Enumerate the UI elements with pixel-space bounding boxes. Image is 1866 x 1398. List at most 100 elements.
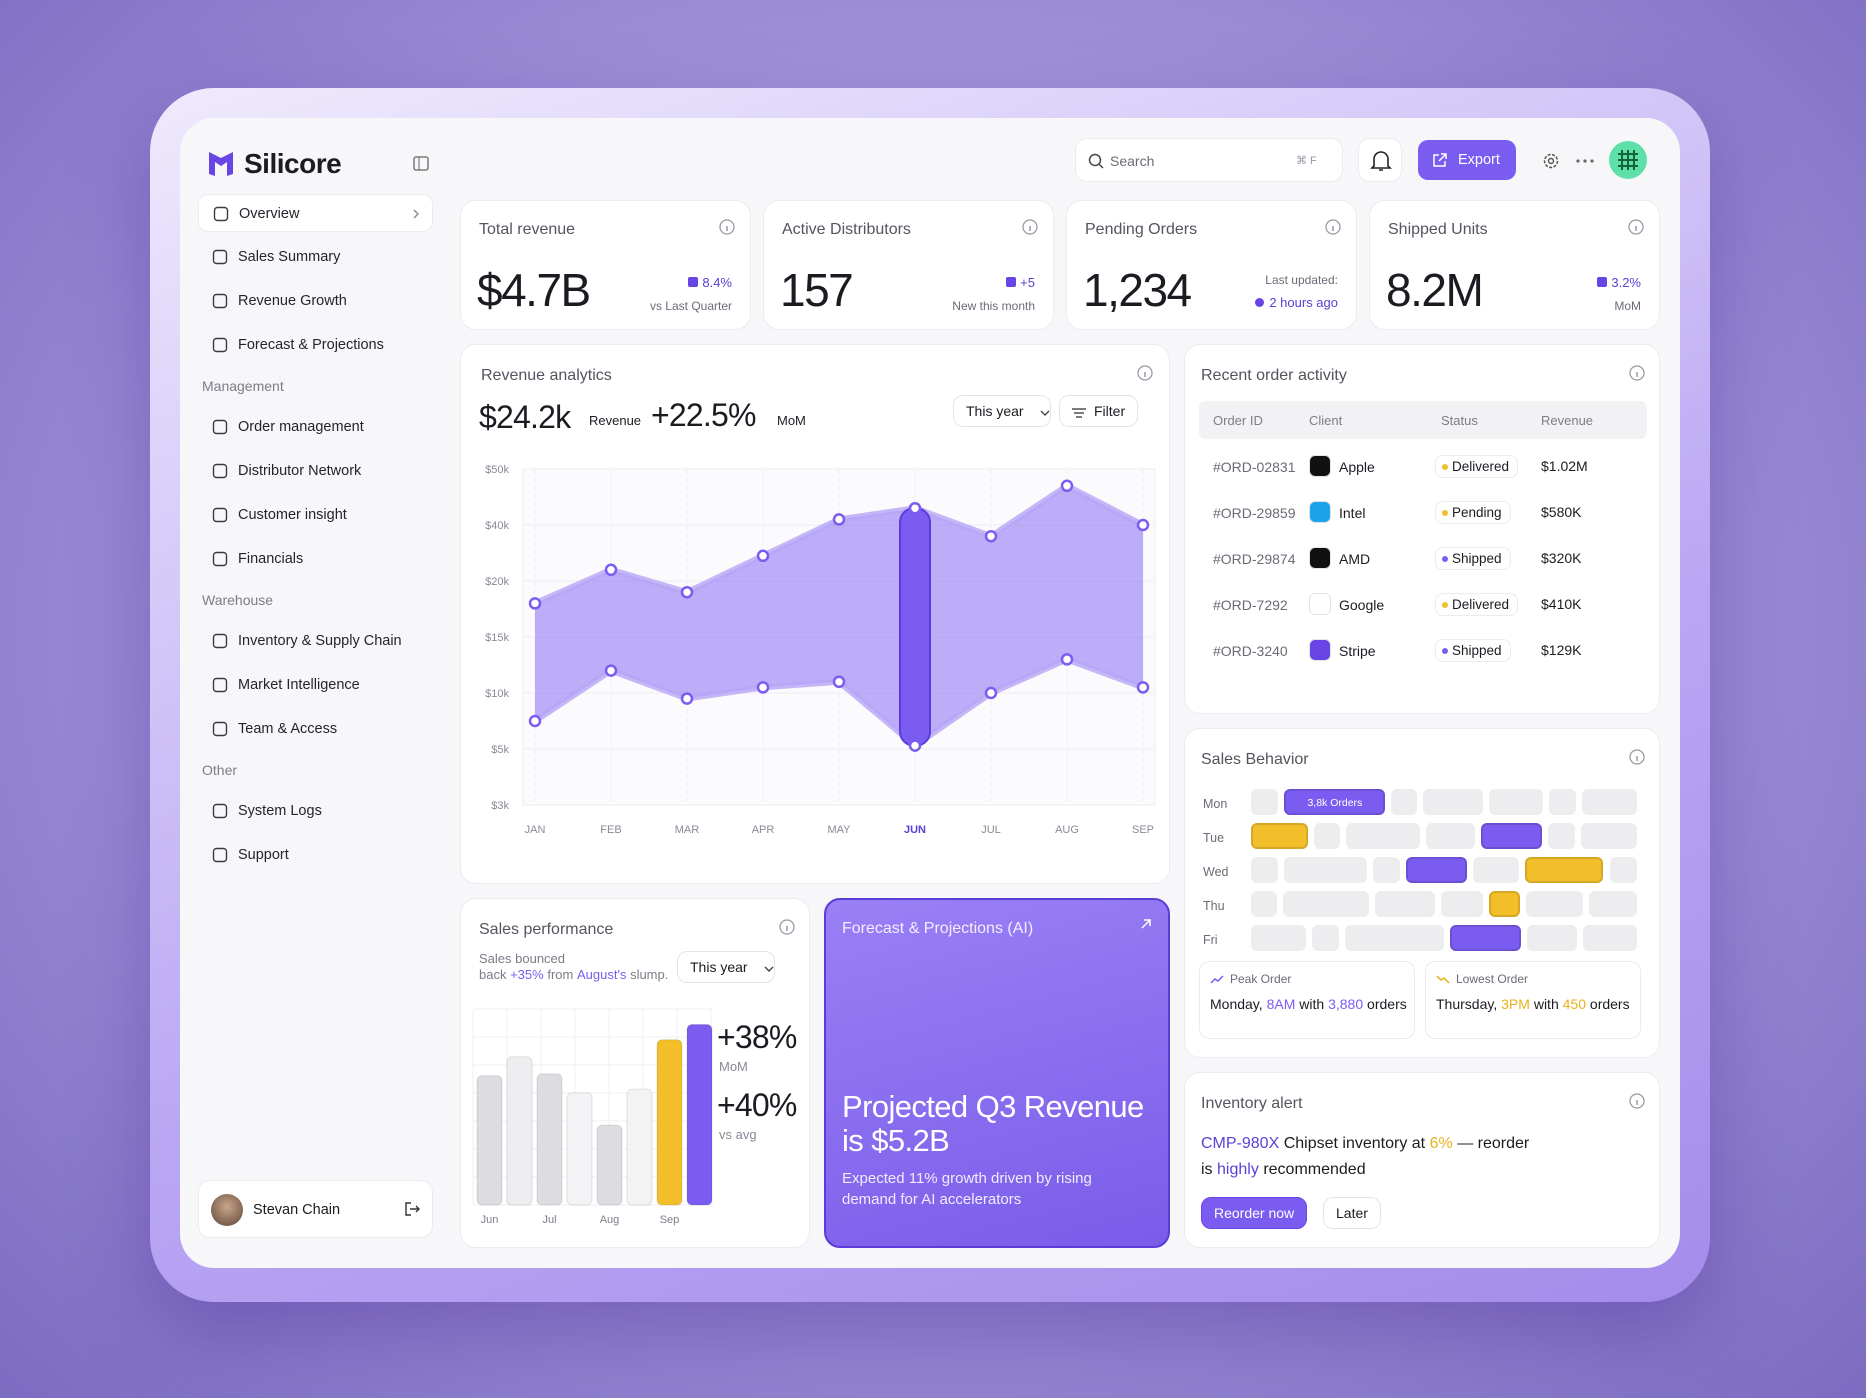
icon-shape: [212, 847, 228, 863]
lowest-order-box: Lowest Order Thursday, 3PM with 450 orders: [1425, 961, 1641, 1039]
client-name: Stripe: [1339, 643, 1376, 659]
order-revenue: $1.02M: [1541, 458, 1588, 474]
revenue-growth-label: MoM: [777, 413, 806, 428]
client-name: Google: [1339, 597, 1385, 613]
section-title: Management: [202, 378, 284, 394]
box-title: Lowest Order: [1456, 972, 1529, 986]
expand-icon: [1141, 919, 1151, 929]
x-tick-label: JUL: [981, 824, 1001, 836]
text-segment: slump.: [630, 967, 669, 982]
data-point: [1136, 681, 1150, 694]
heat-cell: [1582, 789, 1637, 815]
status-dot: [1442, 510, 1448, 516]
bar: [476, 1075, 503, 1206]
nav-item[interactable]: Distributor Network: [198, 452, 433, 490]
search-box[interactable]: Search ⌘ F: [1075, 138, 1343, 182]
icon-shape: [212, 551, 228, 567]
nav-item[interactable]: Support: [198, 836, 433, 874]
period-dropdown[interactable]: This year: [953, 395, 1051, 427]
order-revenue: $129K: [1541, 642, 1582, 658]
bell-icon: [1370, 151, 1392, 171]
search-shortcut: ⌘ F: [1296, 155, 1317, 167]
info-circle: [719, 219, 735, 235]
heat-cell: [1547, 823, 1576, 849]
text-segment: Thursday,: [1436, 996, 1498, 1012]
y-tick-label: $10k: [485, 688, 509, 700]
trend-icon: [1210, 975, 1224, 984]
text-segment: orders: [1367, 996, 1407, 1012]
filter-button[interactable]: Filter: [1059, 395, 1139, 427]
kpi-change: 8.4%: [688, 275, 732, 290]
later-button[interactable]: Later: [1323, 1197, 1381, 1229]
highlight-text: 6%: [1429, 1135, 1453, 1152]
nav-item[interactable]: Inventory & Supply Chain: [198, 622, 433, 660]
nav-item[interactable]: Customer insight: [198, 496, 433, 534]
nav-item[interactable]: Financials: [198, 540, 433, 578]
icon: [212, 463, 228, 479]
highlight-text: CMP-980X: [1201, 1135, 1280, 1152]
nav-label: System Logs: [238, 803, 322, 819]
icon-shape: [212, 507, 228, 523]
order-status: Shipped: [1435, 547, 1511, 570]
client-name: AMD: [1339, 551, 1371, 567]
box-text: Monday, 8AM with 3,880 orders: [1210, 996, 1407, 1012]
status-dot: [1442, 648, 1448, 654]
icon-shape: [764, 966, 774, 972]
info-icon: [1629, 1093, 1645, 1109]
heat-cell-highlight: [1406, 857, 1467, 883]
nav-item[interactable]: Sales Summary: [198, 238, 433, 276]
nav-label: Distributor Network: [238, 463, 362, 479]
icon: [212, 293, 228, 309]
notification-button[interactable]: [1358, 138, 1402, 182]
export-button[interactable]: Export: [1418, 140, 1516, 180]
kpi-title: Active Distributors: [782, 221, 911, 238]
nav-item[interactable]: Revenue Growth: [198, 282, 433, 320]
client-name: Apple: [1339, 459, 1375, 475]
data-point: [604, 664, 618, 677]
day-label: Mon: [1203, 797, 1228, 811]
stat-label: MoM: [719, 1059, 748, 1074]
section-title: Other: [202, 762, 238, 778]
nav-item[interactable]: Forecast & Projections: [198, 326, 433, 364]
client-logo: [1309, 639, 1331, 661]
period-dropdown[interactable]: This year: [677, 951, 775, 983]
nav-label: Support: [238, 847, 289, 863]
icon: [212, 677, 228, 693]
info-icon: [1022, 219, 1038, 235]
user-card[interactable]: Stevan Chain: [198, 1180, 433, 1238]
orders-badge: 3,8k Orders: [1307, 797, 1363, 809]
nav-item[interactable]: Order management: [198, 408, 433, 446]
nav-item[interactable]: Team & Access: [198, 710, 433, 748]
kpi-title: Pending Orders: [1085, 221, 1198, 238]
change-icon: [1597, 277, 1608, 287]
nav-item[interactable]: Market Intelligence: [198, 666, 433, 704]
stat-value: +38%: [717, 1019, 797, 1055]
icon-shape: [413, 209, 419, 219]
kpi-note: MoM: [1614, 299, 1641, 313]
heat-cell: [1609, 857, 1637, 883]
workspace-avatar: [1609, 141, 1647, 179]
column-header: Client: [1309, 413, 1343, 428]
stat-label: vs avg: [719, 1127, 757, 1142]
heat-cell: [1581, 823, 1637, 849]
export-icon: [1433, 153, 1447, 167]
nav-item[interactable]: System Logs: [198, 792, 433, 830]
stat-value: +40%: [717, 1087, 797, 1123]
text-segment: Chipset inventory at: [1283, 1135, 1426, 1152]
forecast-text: Expected 11% growth driven by rising dem…: [842, 1170, 1092, 1208]
reorder-button[interactable]: Reorder now: [1201, 1197, 1308, 1229]
text-segment: orders: [1589, 996, 1630, 1012]
icon-shape: [212, 463, 228, 479]
data-point: [680, 585, 694, 599]
nav-item-active[interactable]: Overview: [198, 194, 433, 232]
chevron-icon: [1040, 410, 1050, 416]
x-tick-label: SEP: [1132, 824, 1154, 836]
icon-shape: [212, 337, 228, 353]
client-logo: [1309, 547, 1331, 569]
day-label: Fri: [1203, 933, 1218, 947]
kpi-card: Active Distributors 157 +5 New this month: [763, 200, 1054, 330]
search-icon: [1088, 153, 1104, 169]
x-tick-label: APR: [752, 824, 775, 836]
icon-shape: [212, 677, 228, 693]
y-tick-label: $15k: [485, 632, 509, 644]
